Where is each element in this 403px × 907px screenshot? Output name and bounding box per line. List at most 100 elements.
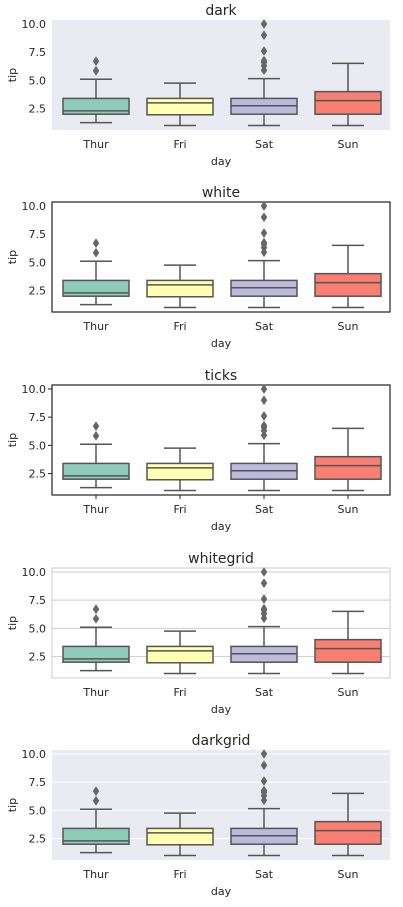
box-thur	[62, 238, 130, 306]
y-tick-label: 7.5	[29, 776, 47, 789]
box-rect	[314, 820, 382, 845]
y-tick-label: 2.5	[29, 833, 47, 846]
x-tick-label: Fri	[173, 320, 186, 333]
box-rect	[146, 462, 214, 481]
panel-title: ticks	[205, 368, 237, 384]
y-tick-label: 7.5	[29, 411, 47, 424]
outlier-point	[260, 594, 268, 604]
x-tick-label: Sat	[255, 138, 274, 151]
outlier-point	[260, 46, 268, 56]
outlier-point	[260, 420, 268, 431]
box-rect	[62, 279, 130, 297]
x-tick-label: Fri	[173, 138, 186, 151]
y-tick-label: 10.0	[22, 566, 47, 579]
x-tick-label: Sun	[338, 503, 359, 516]
outlier-point	[260, 200, 268, 211]
x-tick-label: Sat	[255, 503, 274, 516]
box-rect	[314, 272, 382, 297]
outlier-point	[260, 748, 268, 759]
outlier-point	[260, 212, 268, 223]
y-tick-label: 10.0	[22, 18, 47, 31]
x-tick-label: Sat	[255, 868, 274, 881]
x-tick-label: Sat	[255, 686, 274, 699]
y-axis-label: tip	[6, 68, 19, 82]
panel-title: whitegrid	[188, 551, 254, 567]
y-axis-label: tip	[6, 616, 19, 630]
outlier-point	[92, 430, 100, 441]
x-tick-label: Thur	[82, 138, 109, 151]
x-tick-label: Sun	[338, 138, 359, 151]
x-tick-label: Thur	[82, 686, 109, 699]
box-rect	[62, 97, 130, 115]
outlier-point	[260, 395, 268, 406]
box-rect	[62, 827, 130, 845]
y-axis-label: tip	[6, 250, 19, 264]
y-tick-label: 2.5	[29, 468, 47, 481]
box-rect	[62, 645, 130, 663]
panel-whitegrid: whitegrid 2.5 5.0 7.5 10.0 tip Thur Fri Sat Sun da…	[6, 551, 391, 716]
box-rect	[146, 97, 214, 116]
panel-title: darkgrid	[192, 733, 251, 749]
outlier-point	[92, 247, 100, 258]
box-rect	[314, 455, 382, 480]
box-fri	[146, 630, 214, 675]
x-tick-label: Sun	[338, 320, 359, 333]
x-tick-label: Fri	[173, 503, 186, 516]
box-thur	[62, 786, 130, 854]
x-axis-label: day	[211, 337, 232, 350]
y-tick-label: 5.0	[29, 804, 47, 817]
x-axis-label: day	[211, 520, 232, 533]
y-tick-label: 7.5	[29, 594, 47, 607]
axes-frame	[51, 384, 391, 496]
panel-dark: dark 2.5 5.0 7.5 10.0 tip Thur Fri Sat Sun day	[6, 3, 390, 168]
x-axis-label: day	[211, 155, 232, 168]
outlier-point	[260, 55, 268, 66]
x-tick-label: Fri	[173, 868, 186, 881]
panel-darkgrid: darkgrid 2.5 5.0 7.5 10.0 tip Thur Fri Sat Sun day	[6, 733, 390, 898]
x-tick-label: Thur	[82, 503, 109, 516]
box-sun	[314, 244, 382, 309]
x-axis-label: day	[211, 703, 232, 716]
box-fri	[146, 812, 214, 857]
y-axis-label: tip	[6, 433, 19, 447]
outlier-point	[260, 603, 268, 614]
x-tick-label: Thur	[82, 320, 109, 333]
outlier-point	[260, 760, 268, 771]
x-tick-label: Sun	[338, 686, 359, 699]
outlier-point	[260, 566, 268, 577]
outlier-point	[92, 613, 100, 624]
x-tick-label: Fri	[173, 686, 186, 699]
outlier-point	[260, 237, 268, 248]
outlier-point	[260, 30, 268, 41]
outlier-point	[92, 56, 100, 67]
outlier-point	[92, 604, 100, 615]
box-rect	[146, 279, 214, 298]
box-thur	[62, 56, 130, 124]
y-tick-label: 2.5	[29, 285, 47, 298]
panel-white: white 2.5 5.0 7.5 10.0 tip Thur Fri Sat Sun day	[6, 185, 391, 350]
y-tick-label: 5.0	[29, 256, 47, 269]
y-tick-label: 5.0	[29, 439, 47, 452]
box-sat	[230, 200, 298, 309]
box-sat	[230, 566, 298, 675]
y-tick-label: 10.0	[22, 748, 47, 761]
outlier-point	[260, 785, 268, 796]
outlier-point	[260, 18, 268, 29]
box-fri	[146, 447, 214, 492]
y-tick-label: 10.0	[22, 200, 47, 213]
box-sat	[230, 748, 298, 857]
axes-frame	[51, 567, 391, 679]
panel-title: white	[202, 185, 240, 201]
panel-title: dark	[205, 3, 237, 19]
box-rect	[314, 638, 382, 663]
y-tick-label: 10.0	[22, 383, 47, 396]
panel-ticks: ticks 2.5 5.0 7.5 10.0 tip Thur Fri Sat Sun day	[6, 368, 391, 533]
outlier-point	[92, 786, 100, 797]
box-sun	[314, 62, 382, 127]
box-sun	[314, 792, 382, 857]
outlier-point	[260, 411, 268, 421]
box-rect	[314, 90, 382, 115]
y-tick-label: 2.5	[29, 651, 47, 664]
